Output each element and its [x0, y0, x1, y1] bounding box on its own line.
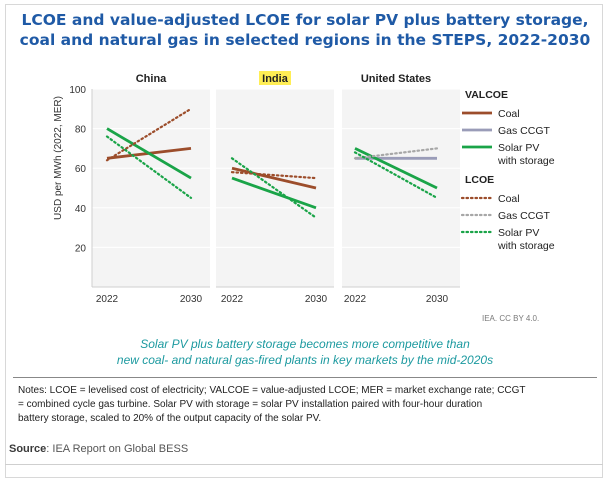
chart-panels: China 2022 2030 India 2022 2030 United States 2…: [91, 71, 460, 305]
legend-lcoe-gas-label: Gas CCGT: [498, 210, 551, 222]
notes: Notes: LCOE = levelised cost of electric…: [18, 384, 598, 426]
caption-line1: Solar PV plus battery storage becomes mo…: [140, 337, 470, 351]
notes-line3: battery storage, scaled to 20% of the ou…: [18, 413, 322, 424]
source-label: Source: [9, 443, 47, 455]
panel-china: China 2022 2030: [91, 73, 210, 305]
series-line-lcoe-solar-pv-with-storage: [353, 151, 439, 199]
x-tick-label: 2022: [221, 294, 244, 305]
legend-valcoe-coal-label: Coal: [498, 108, 520, 120]
x-tick-label: 2030: [305, 294, 328, 305]
panel-background: [342, 89, 460, 287]
chart-title-line2: coal and natural gas in selected regions…: [19, 31, 591, 49]
y-tick-label: 80: [75, 125, 87, 136]
notes-line2: = combined cycle gas turbine. Solar PV w…: [18, 399, 483, 410]
legend-lcoe-coal-label: Coal: [498, 193, 520, 205]
chart-title-line1: LCOE and value-adjusted LCOE for solar P…: [21, 11, 589, 29]
panel-title: United States: [361, 73, 431, 85]
y-axis-label: USD per MWh (2022, MER): [53, 96, 64, 220]
india-highlight: [259, 71, 291, 85]
y-tick-label: 20: [75, 243, 87, 254]
series-line-valcoe-solar-pv-with-storage: [354, 147, 438, 190]
series-line-lcoe-solar-pv-with-storage: [105, 135, 193, 199]
source-text: : IEA Report on Global BESS: [46, 443, 189, 455]
legend-lcoe-solar-label-1: Solar PV: [498, 227, 539, 239]
series-line-lcoe-coal: [230, 171, 318, 180]
source-line: Source: IEA Report on Global BESS: [9, 443, 188, 455]
panel-india: India 2022 2030: [216, 71, 334, 305]
y-tick-label: 100: [69, 85, 86, 96]
x-tick-label: 2030: [426, 294, 449, 305]
legend-valcoe-solar-label-1: Solar PV: [498, 142, 539, 154]
y-tick-label: 40: [75, 204, 87, 215]
notes-line1: Notes: LCOE = levelised cost of electric…: [18, 385, 526, 396]
chart-grid: 20 40 60 80 100: [69, 85, 86, 254]
legend-valcoe-solar-label-2: with storage: [497, 155, 555, 167]
panel-title: China: [136, 73, 167, 85]
chart-title: LCOE and value-adjusted LCOE for solar P…: [0, 10, 610, 50]
panel-united-states: United States 2022 2030: [342, 73, 460, 305]
x-tick-label: 2030: [180, 294, 203, 305]
panel-title: India: [262, 73, 289, 85]
series-line-valcoe-solar-pv-with-storage: [231, 176, 317, 210]
series-line-valcoe-coal: [231, 166, 317, 190]
bottom-divider: [5, 464, 603, 465]
notes-divider: [13, 377, 597, 378]
y-tick-label: 60: [75, 164, 87, 175]
legend-title-lcoe: LCOE: [465, 174, 494, 186]
x-tick-label: 2022: [344, 294, 367, 305]
series-line-lcoe-coal: [105, 107, 193, 162]
series-line-lcoe-solar-pv-with-storage: [230, 157, 318, 219]
legend-title-valcoe: VALCOE: [465, 89, 508, 101]
caption-line2: new coal- and natural gas-fired plants i…: [116, 353, 494, 367]
series-line-lcoe-gas-ccgt: [353, 147, 439, 160]
legend-valcoe-gas-label: Gas CCGT: [498, 125, 551, 137]
x-tick-label: 2022: [96, 294, 119, 305]
legend-lcoe-solar-label-2: with storage: [497, 240, 555, 252]
credit-text: IEA. CC BY 4.0.: [482, 314, 540, 323]
panel-background: [92, 89, 210, 287]
caption: Solar PV plus battery storage becomes mo…: [0, 336, 610, 368]
series-line-valcoe-solar-pv-with-storage: [106, 127, 192, 180]
panel-background: [216, 89, 334, 287]
